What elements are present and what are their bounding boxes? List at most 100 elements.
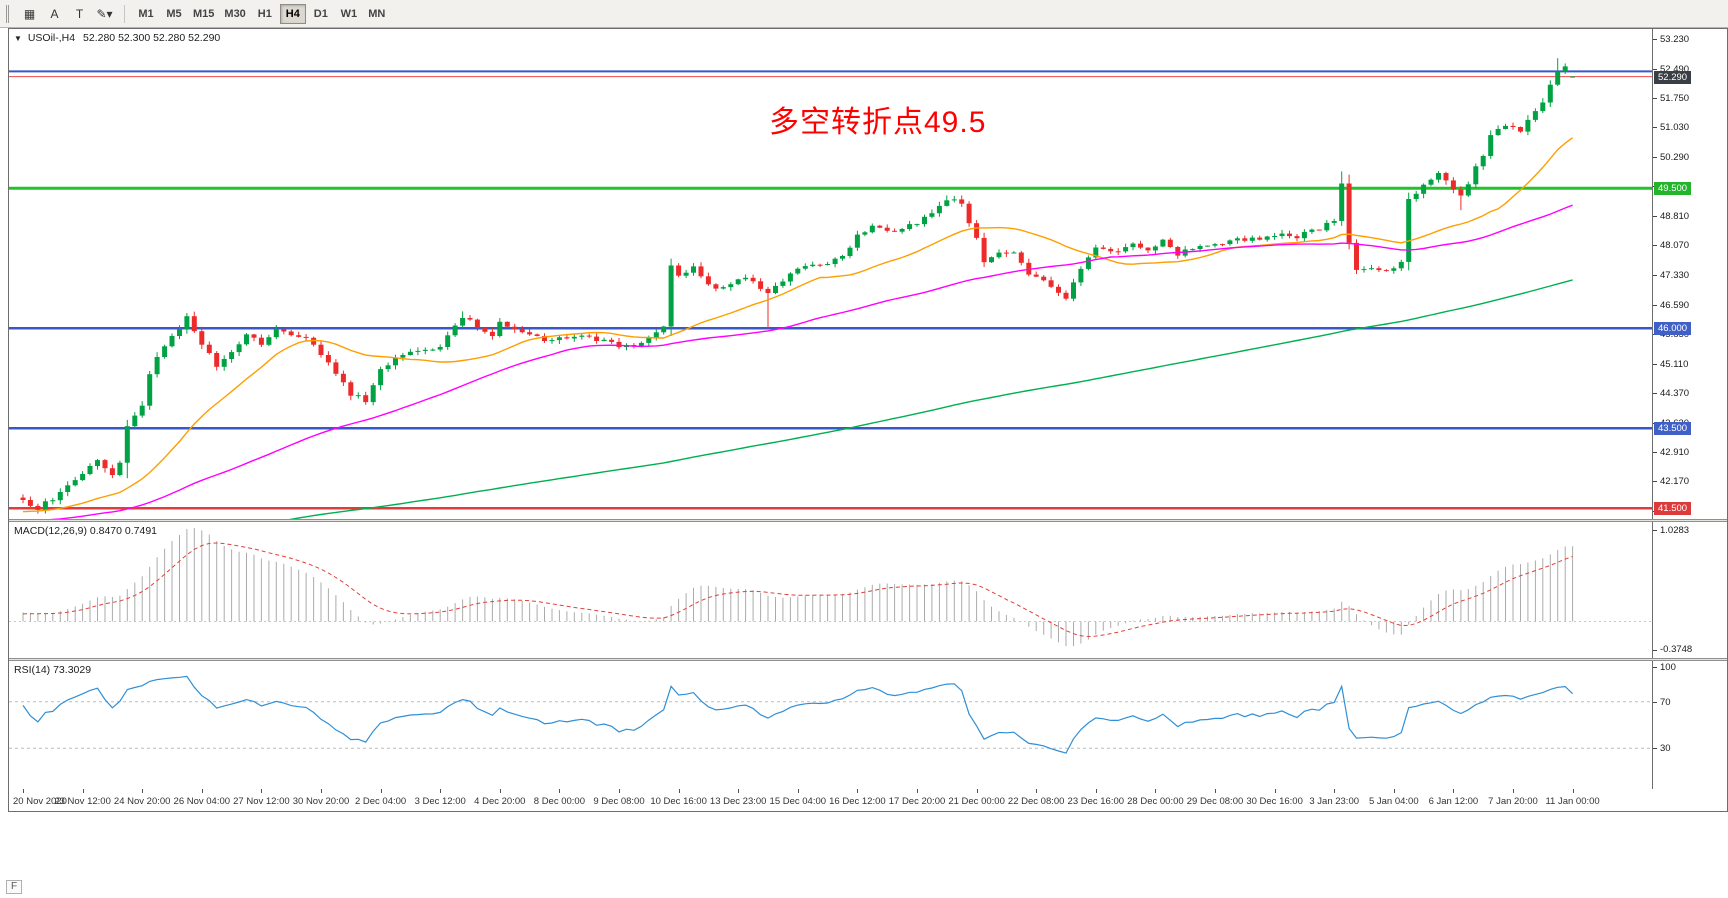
price-axis-label: 42.170 [1660, 476, 1690, 488]
price-badge-46.000: 46.000 [1654, 322, 1692, 336]
cursor-tool-button[interactable]: A [43, 4, 66, 24]
macd-pane[interactable]: MACD(12,26,9) 0.8470 0.7491 1.0283 -0.374… [9, 522, 1727, 658]
time-axis-label: 3 Jan 23:00 [1309, 796, 1360, 807]
macd-histogram [22, 528, 1574, 647]
pane-splitter[interactable] [9, 519, 1727, 522]
price-badge-49.500: 49.500 [1654, 182, 1692, 196]
macd-plot[interactable] [9, 522, 1652, 658]
time-axis-label: 21 Dec 00:00 [948, 796, 1005, 807]
time-tick [619, 789, 620, 793]
price-tick [1653, 451, 1657, 453]
rsi-tick [1653, 667, 1657, 668]
text-tool-button[interactable]: T [68, 4, 91, 24]
time-tick [738, 789, 740, 793]
quick-nav-box[interactable]: F [6, 880, 22, 894]
time-tick [440, 789, 442, 793]
chart-text-annotation[interactable]: 多空转折点49.5 [769, 106, 987, 139]
chart-dropdown-icon[interactable]: ▼ [14, 34, 22, 43]
main-toolbar: ▦ A T ✎▾ M1 M5 M15 M30 H1 H4 D1 W1 MN [0, 0, 1728, 28]
rsi-scale-label: 70 [1660, 696, 1671, 708]
macd-tick [1653, 530, 1657, 531]
rsi-scale[interactable]: 100 70 30 [1652, 661, 1727, 789]
rsi-pane[interactable]: RSI(14) 73.3029 100 70 30 [9, 661, 1727, 789]
timeframe-button-h4[interactable]: H4 [279, 3, 306, 24]
time-axis-label: 24 Nov 20:00 [113, 796, 171, 807]
objects-menu-button[interactable]: ✎▾ [93, 4, 116, 24]
timeframe-button-m1[interactable]: M1 [133, 4, 159, 24]
time-tick [857, 789, 859, 793]
price-tick [1653, 68, 1657, 70]
timeframe-button-m15[interactable]: M15 [189, 4, 218, 24]
timeframe-button-h1[interactable]: H1 [252, 4, 278, 24]
time-tick [261, 789, 263, 793]
macd-scale-max: 1.0283 [1660, 525, 1690, 536]
time-tick [142, 789, 144, 793]
time-axis-label: 5 Jan 04:00 [1368, 796, 1419, 807]
price-tick [1653, 245, 1657, 247]
price-tick [1653, 275, 1657, 276]
time-axis-label: 17 Dec 20:00 [888, 796, 946, 807]
macd-scale-min: -0.3748 [1660, 644, 1693, 655]
rsi-tick [1653, 748, 1657, 750]
time-tick [1334, 789, 1336, 793]
macd-tick [1653, 650, 1657, 651]
time-axis-label: 15 Dec 04:00 [769, 796, 827, 807]
price-badge-43.500: 43.500 [1654, 422, 1692, 436]
pane-splitter-2[interactable] [9, 658, 1727, 661]
toolbar-grip-icon [6, 4, 11, 23]
time-tick [678, 789, 680, 793]
price-tick [1653, 127, 1657, 128]
price-axis-label: 48.810 [1660, 210, 1690, 222]
rsi-indicator-label: RSI(14) 73.3029 [14, 664, 92, 676]
price-axis-label: 45.110 [1660, 358, 1689, 370]
time-axis-label: 11 Jan 00:00 [1545, 796, 1600, 807]
time-axis-label: 20 Nov 2020 [13, 796, 67, 807]
price-axis-label: 42.910 [1660, 446, 1690, 458]
time-tick [1155, 789, 1157, 793]
price-tick [1653, 304, 1657, 306]
time-axis-label: 9 Dec 08:00 [593, 796, 645, 807]
price-scale[interactable]: 53.23052.49051.75051.03050.29049.55048.8… [1652, 29, 1727, 519]
time-axis-label: 13 Dec 23:00 [709, 796, 767, 807]
chart-layout-button[interactable]: ▦ [18, 4, 41, 24]
price-axis-label: 44.370 [1660, 388, 1690, 400]
timeframe-button-d1[interactable]: D1 [308, 4, 334, 24]
time-axis-label: 23 Dec 16:00 [1067, 796, 1125, 807]
rsi-tick [1653, 701, 1657, 703]
time-tick [380, 789, 382, 793]
time-axis-label: 26 Nov 04:00 [173, 796, 231, 807]
time-axis-label: 27 Nov 12:00 [233, 796, 290, 807]
time-tick [1393, 789, 1395, 793]
time-tick [1513, 789, 1514, 793]
price-axis-label: 51.030 [1660, 122, 1690, 133]
time-axis-label: 4 Dec 20:00 [474, 796, 526, 807]
price-badge-52.290: 52.290 [1654, 70, 1692, 84]
rsi-plot[interactable] [9, 661, 1652, 789]
time-axis-label: 30 Nov 20:00 [292, 796, 350, 807]
ma-fast [22, 137, 1574, 513]
time-axis[interactable]: 20 Nov 2020 23 Nov 12:00 24 Nov 20:00 26 No… [9, 789, 1727, 811]
macd-scale[interactable]: 1.0283 -0.3748 [1652, 522, 1727, 658]
timeframe-button-m30[interactable]: M30 [220, 4, 249, 24]
price-tick [1653, 39, 1657, 40]
time-axis-label: 23 Nov 12:00 [54, 796, 111, 807]
timeframe-button-w1[interactable]: W1 [336, 4, 362, 24]
macd-signal-line [22, 542, 1573, 638]
price-chart-plot[interactable] [9, 29, 1652, 519]
price-tick [1653, 215, 1657, 217]
price-axis-label: 50.290 [1660, 151, 1690, 163]
timeframe-button-m5[interactable]: M5 [161, 4, 187, 24]
time-tick [917, 789, 918, 793]
time-axis-label: 30 Dec 16:00 [1246, 796, 1303, 807]
timeframe-button-mn[interactable]: MN [364, 4, 390, 24]
time-axis-label: 2 Dec 04:00 [354, 796, 407, 807]
time-axis-label: 10 Dec 16:00 [650, 796, 707, 807]
rsi-line [22, 675, 1574, 754]
ma-medium [50, 204, 1573, 519]
time-tick [1572, 789, 1574, 793]
chart-header: ▼ USOil-,H4 52.280 52.300 52.280 52.290 [14, 32, 220, 44]
timeframe-toolbar: M1 M5 M15 M30 H1 H4 D1 W1 MN [133, 3, 390, 24]
price-pane[interactable]: ▼ USOil-,H4 52.280 52.300 52.280 52.290 … [9, 29, 1727, 519]
time-tick [23, 789, 24, 793]
price-badge-41.500: 41.500 [1654, 502, 1692, 516]
